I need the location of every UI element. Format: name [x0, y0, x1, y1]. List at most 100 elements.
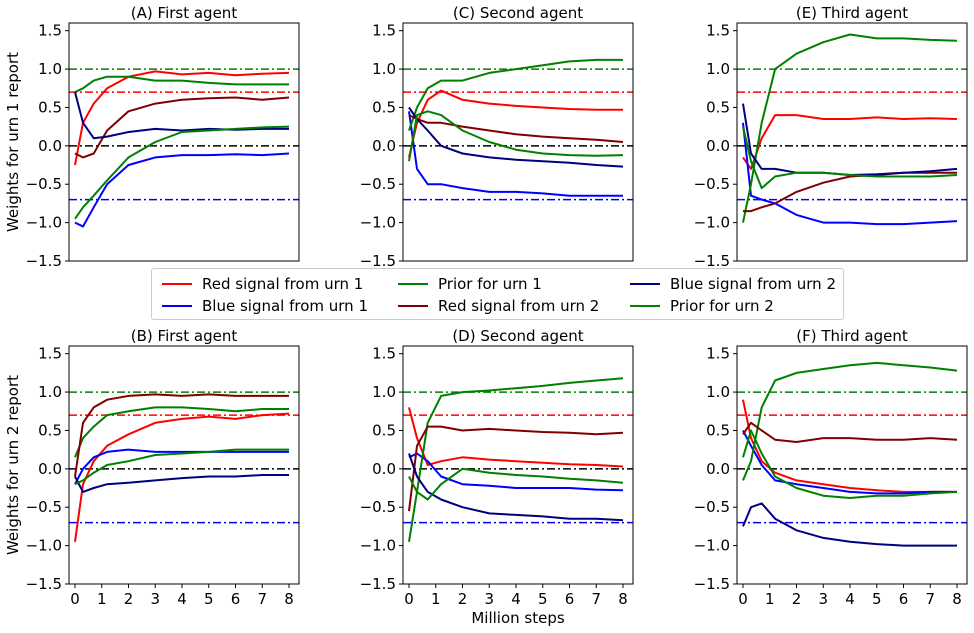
p3-ytick-label-2: −0.5: [26, 498, 62, 516]
p0-series-1: [74, 152, 290, 228]
p3-series-0: [74, 412, 290, 542]
p1-title: (C) Second agent: [453, 4, 583, 22]
p5-xtick-label-4: 4: [845, 590, 855, 608]
p4-ytick-label-2: −0.5: [360, 498, 396, 516]
p4-xtick-label-3: 3: [484, 590, 494, 608]
p2-ytick-label-1: −1.0: [694, 214, 730, 232]
p3-series-4: [74, 474, 289, 493]
legend-label-red-urn1: Red signal from urn 1: [202, 275, 364, 293]
p3-xtick-label-7: 7: [257, 590, 267, 608]
p4-xtick-label-8: 8: [618, 590, 628, 608]
p0-ytick-label-6: 1.5: [38, 22, 62, 40]
p0-frame: [68, 22, 300, 262]
p1-ytick-label-2: −0.5: [360, 175, 396, 193]
p2-series-1: [742, 122, 958, 226]
p4-series-4: [408, 453, 624, 522]
p1-series-4: [408, 106, 624, 168]
p0-ytick-label-0: −1.5: [26, 252, 62, 270]
p2-series-3: [743, 171, 957, 213]
p3-series-5: [74, 448, 289, 486]
p1-frame: [402, 22, 634, 262]
legend-label-blue-urn1: Blue signal from urn 1: [202, 297, 369, 315]
p3-series-2: [74, 406, 289, 458]
p3-xtick-label-2: 2: [124, 590, 134, 608]
p5-xtick-label-1: 1: [765, 590, 775, 608]
p3-series-1: [74, 448, 289, 485]
p0-series-2: [74, 75, 289, 94]
p2-series-2: [742, 33, 958, 223]
p1-ytick-label-1: −1.0: [360, 214, 396, 232]
p5-xtick-label-8: 8: [952, 590, 962, 608]
p3-ytick-label-0: −1.5: [26, 575, 62, 593]
y-axis-label-row1: Weights for urn 1 report: [4, 52, 22, 232]
p4-frame: [402, 345, 634, 585]
p5-ytick-label-6: 1.5: [706, 345, 730, 363]
p5-xtick-label-5: 5: [872, 590, 882, 608]
p5-series-4: [742, 502, 957, 547]
legend: Red signal from urn 1 Blue signal from u…: [151, 268, 844, 320]
p2-ytick-label-2: −0.5: [694, 175, 730, 193]
p5-ytick-label-2: −0.5: [694, 498, 730, 516]
p5-series-0: [742, 399, 957, 493]
p5-xtick-label-7: 7: [925, 590, 935, 608]
p3-xtick-label-8: 8: [284, 590, 294, 608]
legend-swatch-red-urn1: [162, 283, 192, 285]
p4-xtick-label-2: 2: [458, 590, 468, 608]
p5-ytick-label-3: 0.0: [706, 460, 730, 478]
p4-xtick-label-4: 4: [511, 590, 521, 608]
p3-xtick-label-0: 0: [70, 590, 80, 608]
legend-label-prior-urn2: Prior for urn 2: [670, 297, 774, 315]
p0-series-5: [74, 125, 290, 220]
p1-ytick-label-6: 1.5: [372, 22, 396, 40]
p4-xtick-label-1: 1: [431, 590, 441, 608]
p1-series-1: [408, 111, 623, 197]
p4-ytick-label-1: −1.0: [360, 537, 396, 555]
p4-ytick-label-5: 1.0: [372, 383, 396, 401]
p3-series-3: [74, 393, 289, 477]
legend-label-blue-urn2: Blue signal from urn 2: [670, 275, 837, 293]
p0-ytick-label-1: −1.0: [26, 214, 62, 232]
p0-ytick-label-4: 0.5: [38, 98, 62, 116]
p5-title: (F) Third agent: [796, 327, 908, 345]
p4-ytick-label-6: 1.5: [372, 345, 396, 363]
p1-ytick-label-3: 0.0: [372, 137, 396, 155]
p5-xtick-label-2: 2: [792, 590, 802, 608]
p3-xtick-label-3: 3: [150, 590, 160, 608]
p4-series-0: [408, 407, 624, 468]
legend-label-red-urn2: Red signal from urn 2: [438, 297, 600, 315]
p1-series-0: [408, 89, 623, 158]
p5-xtick-label-0: 0: [738, 590, 748, 608]
p4-ytick-label-0: −1.5: [360, 575, 396, 593]
p5-ytick-label-5: 1.0: [706, 383, 730, 401]
p0-ytick-label-3: 0.0: [38, 137, 62, 155]
legend-swatch-prior-urn1: [398, 283, 428, 285]
p4-series-2: [408, 377, 624, 542]
p1-ytick-label-4: 0.5: [372, 98, 396, 116]
p3-ytick-label-4: 0.5: [38, 421, 62, 439]
p2-frame: [736, 22, 968, 262]
legend-swatch-blue-urn1: [162, 305, 192, 307]
p2-ytick-label-0: −1.5: [694, 252, 730, 270]
p2-series-0: [742, 114, 958, 170]
p4-ytick-label-3: 0.0: [372, 460, 396, 478]
p2-ytick-label-4: 0.5: [706, 98, 730, 116]
p4-series-5: [408, 467, 624, 501]
legend-swatch-prior-urn2: [630, 305, 660, 307]
p4-xtick-label-7: 7: [591, 590, 601, 608]
p4-title: (D) Second agent: [452, 327, 583, 345]
p3-xtick-label-6: 6: [231, 590, 241, 608]
p1-series-3: [408, 114, 624, 143]
p2-series-5: [742, 126, 958, 190]
p5-ytick-label-0: −1.5: [694, 575, 730, 593]
legend-swatch-red-urn2: [398, 305, 428, 307]
p2-title: (E) Third agent: [796, 4, 908, 22]
p0-ytick-label-2: −0.5: [26, 175, 62, 193]
p2-ytick-label-5: 1.0: [706, 60, 730, 78]
y-axis-label-row2: Weights for urn 2 report: [4, 375, 22, 555]
p3-xtick-label-5: 5: [204, 590, 214, 608]
p3-xtick-label-1: 1: [97, 590, 107, 608]
p4-ytick-label-4: 0.5: [372, 421, 396, 439]
p3-ytick-label-1: −1.0: [26, 537, 62, 555]
p3-frame: [68, 345, 300, 585]
